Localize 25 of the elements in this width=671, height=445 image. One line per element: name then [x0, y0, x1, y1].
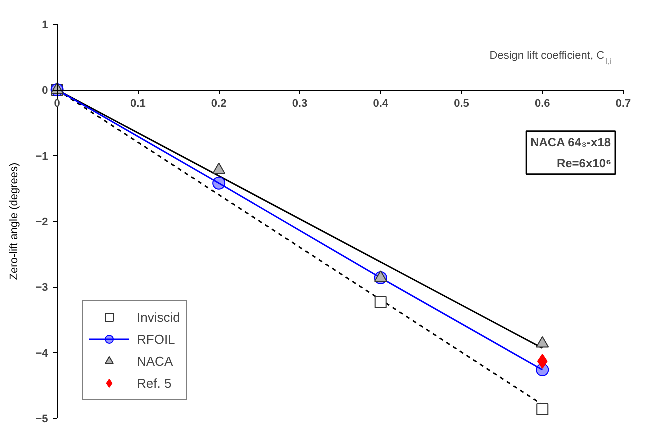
y-tick-label: 0 — [42, 85, 48, 98]
point — [537, 354, 548, 369]
x-tick-label: 0.6 — [534, 98, 550, 110]
annotation: NACA 64₃-x18 Re=6x10⁶ — [530, 135, 612, 170]
x-tick-label: 0.5 — [454, 98, 470, 110]
legend-label: RFOIL — [137, 332, 176, 346]
point — [212, 176, 226, 190]
y-tick-label: −3 — [36, 282, 48, 294]
x-tick-label: 0.3 — [292, 98, 308, 110]
x-tick-label: 0 — [54, 98, 60, 110]
legend-label: NACA — [137, 354, 174, 368]
x-tick-label: 0.1 — [130, 98, 146, 110]
legend-label: Inviscid — [137, 310, 180, 324]
y-tick-label: −5 — [36, 414, 48, 426]
legend-label: Ref. 5 — [137, 376, 172, 390]
x-tick-label: 0.4 — [373, 98, 390, 110]
x-tick-label: 0.2 — [211, 98, 227, 110]
point — [374, 296, 387, 308]
x-tick-label: 0.7 — [616, 98, 632, 110]
y-tick-label: −4 — [36, 348, 50, 360]
y-tick-label: 1 — [42, 19, 48, 32]
y-axis-title: Zero-lift angle (degrees) — [8, 162, 20, 280]
point — [536, 403, 549, 416]
y-tick-label: −1 — [36, 150, 48, 163]
y-tick-label: −2 — [36, 216, 48, 228]
